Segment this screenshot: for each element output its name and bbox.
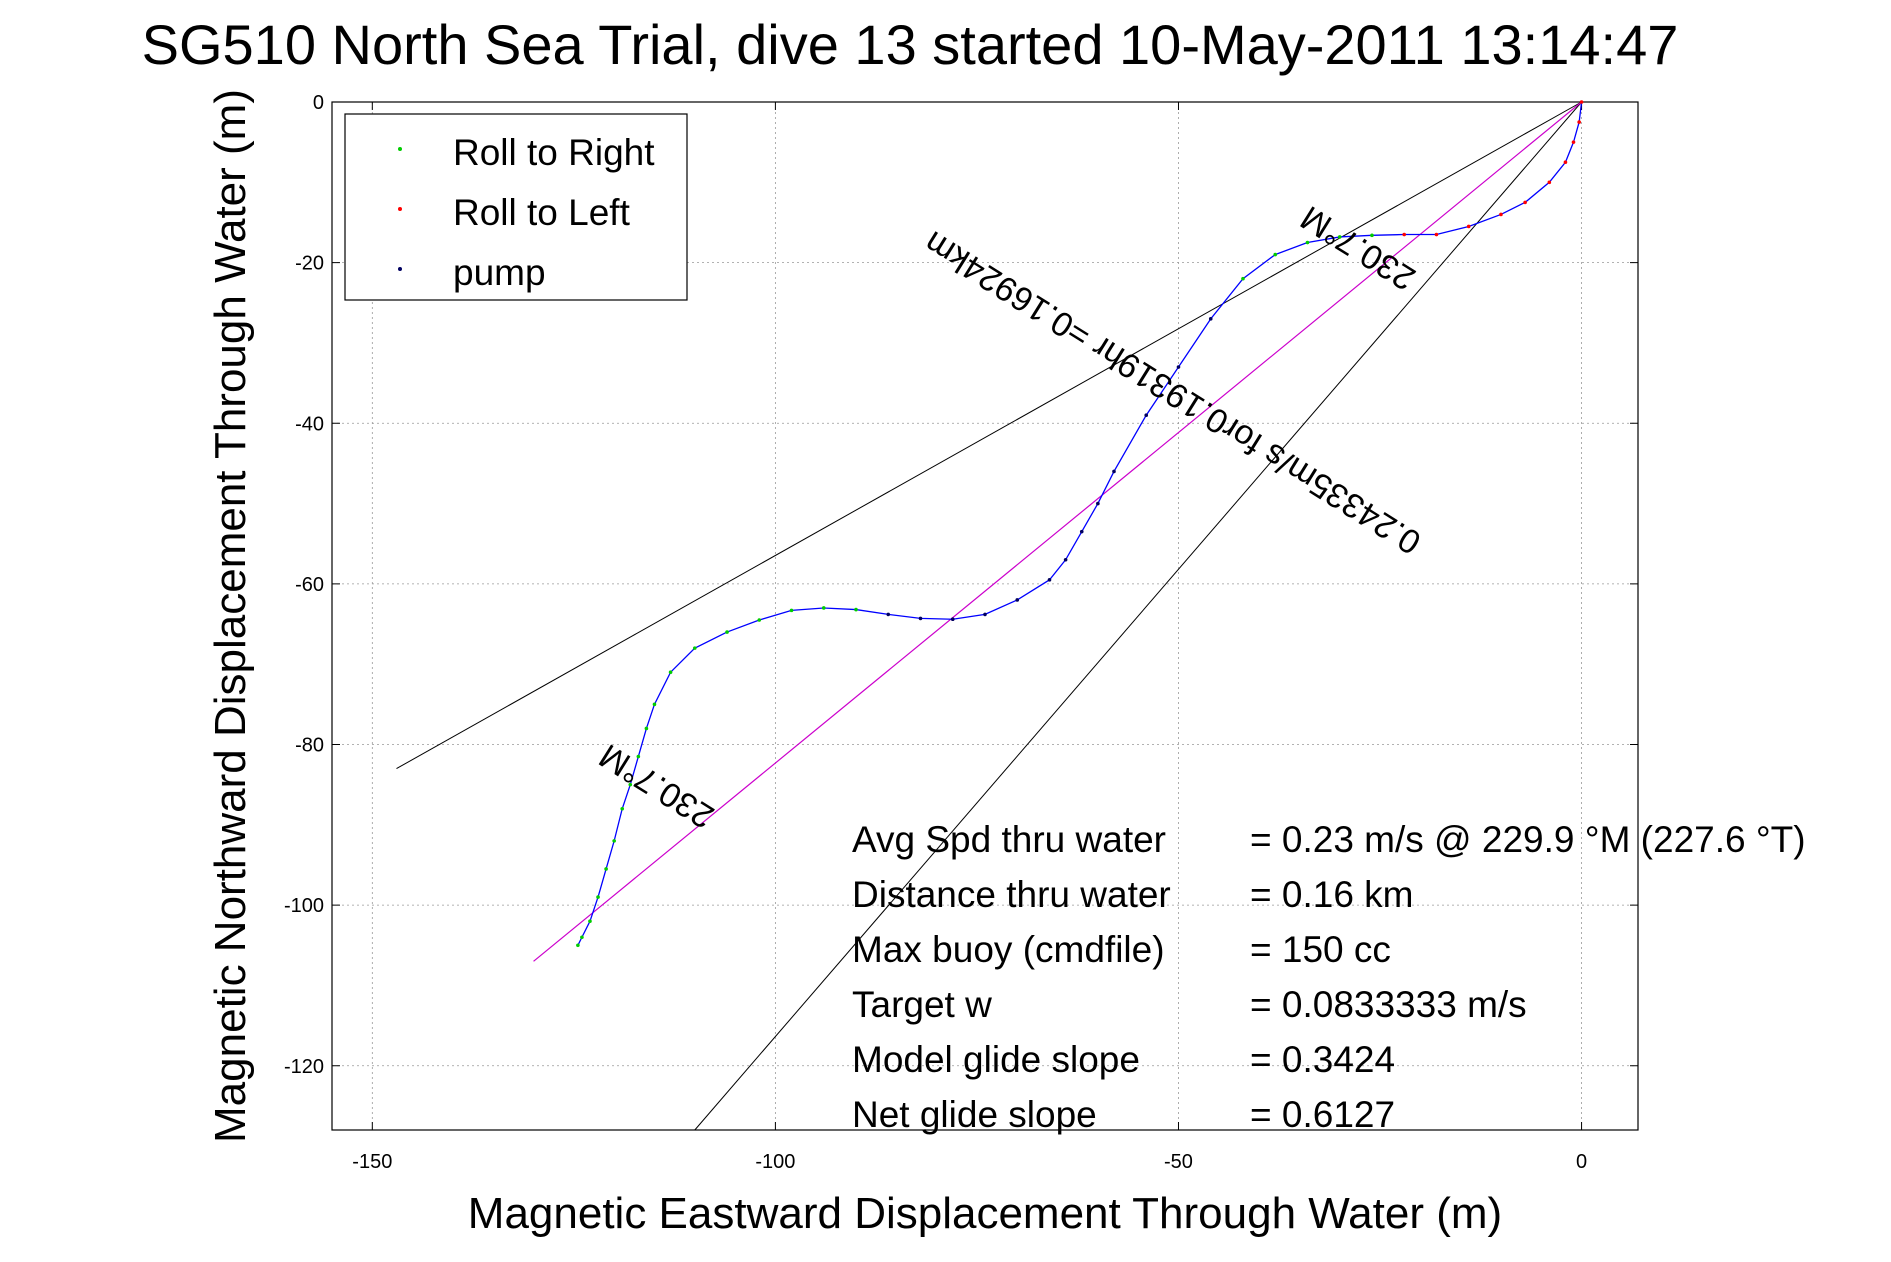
- y-tick-label: -80: [295, 735, 324, 757]
- track-annotation: 0.24335m/s for0.19319hr =0.16924km: [918, 223, 1428, 561]
- stat-label: Net glide slope: [852, 1094, 1097, 1135]
- stat-label: Model glide slope: [852, 1039, 1140, 1080]
- bound-line: [694, 101, 1582, 1131]
- track-point: [983, 612, 987, 617]
- track-point: [1079, 529, 1084, 534]
- track-point: [604, 867, 608, 871]
- y-tick-label: -60: [295, 574, 324, 596]
- track-point: [725, 630, 729, 634]
- track-point: [692, 646, 697, 650]
- bound-line: [396, 101, 1582, 770]
- legend-marker: [398, 147, 402, 151]
- track-point: [854, 607, 858, 612]
- legend-box: [344, 113, 688, 301]
- track-point: [950, 617, 955, 622]
- track-point: [1571, 140, 1576, 144]
- y-tick-label: -20: [295, 253, 324, 275]
- track-point: [1370, 233, 1374, 238]
- chart-lines: [396, 100, 1584, 1131]
- track-point: [1577, 120, 1581, 124]
- track-point: [1523, 200, 1527, 205]
- stat-value: = 0.3424: [1250, 1039, 1395, 1080]
- track-point: [668, 670, 673, 675]
- track-point: [628, 782, 633, 787]
- legend-label: Roll to Right: [453, 132, 655, 173]
- track-point: [1063, 557, 1068, 562]
- y-tick-label: -120: [284, 1056, 324, 1078]
- track-point: [821, 606, 826, 610]
- stat-value: = 0.16 km: [1250, 874, 1414, 915]
- chart-title: SG510 North Sea Trial, dive 13 started 1…: [142, 13, 1679, 76]
- x-axis-label: Magnetic Eastward Displacement Through W…: [468, 1189, 1502, 1238]
- x-tick-label: -100: [755, 1151, 795, 1173]
- track-point: [1499, 212, 1503, 217]
- track-point: [918, 616, 923, 621]
- axis-ticks: -150 -100 -50 0 0 -20 -40 -60 -80 -100 -120: [284, 92, 1638, 1173]
- y-tick-label: -100: [284, 895, 324, 917]
- track-point: [1466, 224, 1471, 229]
- track-point: [1112, 469, 1116, 474]
- track-point: [576, 943, 580, 948]
- stat-value: = 0.0833333 m/s: [1250, 984, 1527, 1025]
- track-point: [596, 895, 600, 899]
- track-point: [644, 726, 649, 731]
- track-annotation: 230.7°M: [593, 736, 721, 836]
- x-tick-label: -150: [352, 1151, 392, 1173]
- track-point: [1241, 276, 1245, 281]
- legend-marker: [398, 267, 402, 271]
- track-point: [636, 754, 641, 759]
- stat-value: = 150 cc: [1250, 929, 1391, 970]
- track-point: [652, 702, 657, 707]
- track-point: [1434, 232, 1439, 237]
- track-point: [1305, 240, 1310, 245]
- x-tick-label: 0: [1576, 1151, 1587, 1173]
- track-point: [580, 935, 584, 940]
- track-point: [1563, 160, 1568, 165]
- track-point: [612, 839, 616, 843]
- track-point: [1015, 598, 1020, 602]
- legend-label: Roll to Left: [453, 192, 631, 233]
- straight-path-line: [533, 101, 1582, 962]
- track-point: [1176, 365, 1181, 369]
- track-point: [1547, 180, 1552, 185]
- legend-marker: [398, 207, 402, 211]
- track-point: [1579, 100, 1584, 104]
- stat-label: Distance thru water: [852, 874, 1171, 915]
- stat-label: Avg Spd thru water: [852, 819, 1166, 860]
- track-point: [1273, 252, 1278, 257]
- track-point: [1337, 235, 1342, 239]
- plot-area-frame: [331, 101, 1639, 1131]
- track-point: [789, 608, 794, 613]
- stat-value: = 0.6127: [1250, 1094, 1395, 1135]
- y-tick-label: -40: [295, 413, 324, 435]
- x-tick-label: -50: [1164, 1151, 1193, 1173]
- track-line: [577, 101, 1583, 946]
- track-point: [757, 618, 762, 622]
- track-point: [886, 612, 891, 617]
- track-point: [1047, 578, 1052, 582]
- stat-label: Target w: [852, 984, 992, 1025]
- y-axis-label: Magnetic Northward Displacement Through …: [206, 89, 255, 1143]
- track-point: [1208, 317, 1213, 321]
- legend-label: pump: [453, 252, 546, 293]
- track-point: [588, 919, 592, 923]
- legend: Roll to Right Roll to Left pump: [344, 113, 688, 301]
- stat-value: = 0.23 m/s @ 229.9 °M (227.6 °T): [1250, 819, 1806, 860]
- stats-block: Avg Spd thru water = 0.23 m/s @ 229.9 °M …: [852, 819, 1806, 1135]
- track-point: [1402, 232, 1407, 237]
- track-point: [620, 806, 625, 811]
- stat-label: Max buoy (cmdfile): [852, 929, 1165, 970]
- track-point: [1144, 413, 1149, 418]
- track-annotations: 230.7°M 0.24335m/s for0.19319hr =0.16924k…: [593, 198, 1428, 836]
- y-tick-label: 0: [313, 92, 324, 114]
- track-point: [1096, 501, 1100, 506]
